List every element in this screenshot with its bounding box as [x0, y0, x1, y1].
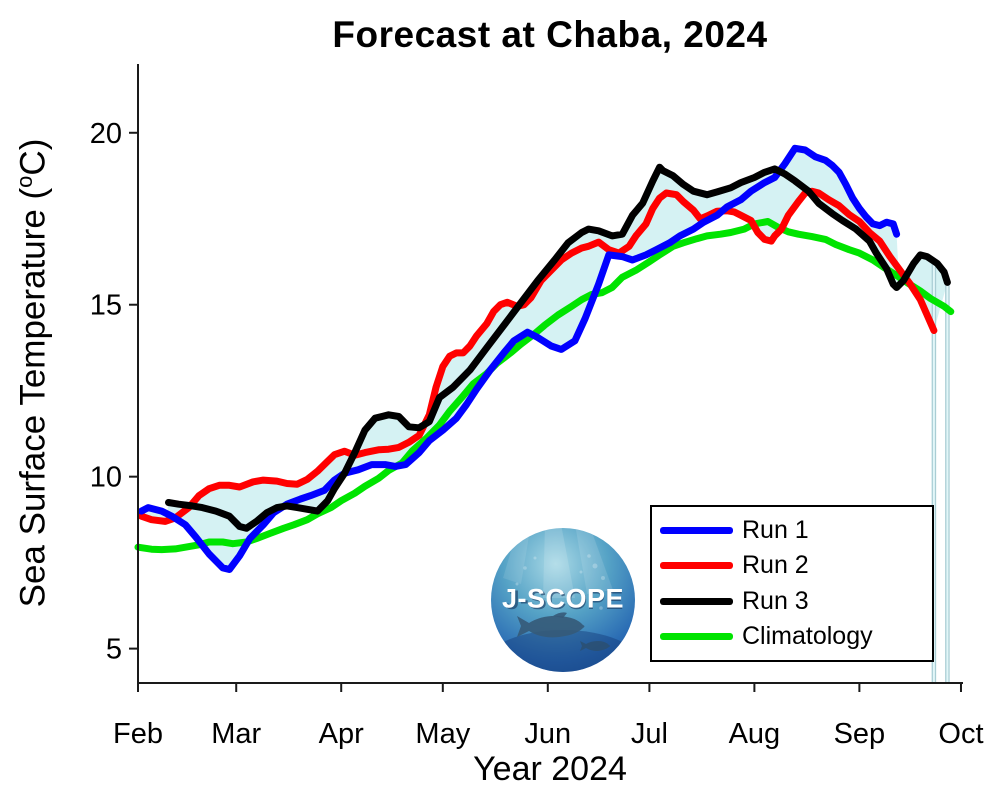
- chart-title: Forecast at Chaba, 2024: [332, 14, 768, 55]
- logo-text: J-SCOPE: [502, 584, 624, 614]
- legend-swatch: [660, 562, 733, 570]
- legend-swatch: [660, 633, 733, 641]
- y-tick-label: 20: [90, 118, 122, 150]
- legend-label: Climatology: [742, 622, 873, 651]
- legend-item-run-1: Run 1: [652, 515, 932, 544]
- logo-bubbles: [515, 554, 614, 610]
- uncertainty-envelope: [141, 148, 948, 570]
- y-axis-label-text: Sea Surface Temperature (: [13, 187, 53, 608]
- y-tick-label: 5: [106, 634, 122, 666]
- run1-line: [137, 144, 901, 573]
- legend-item-run-3: Run 3: [652, 586, 932, 615]
- legend-label: Run 3: [742, 586, 809, 615]
- x-axis-label: Year 2024: [473, 750, 627, 788]
- legend-swatch: [660, 597, 733, 605]
- x-tick-label: Sep: [834, 718, 886, 750]
- x-tick-label: May: [415, 718, 470, 750]
- y-tick-label: 15: [90, 290, 122, 322]
- x-tick-label: Aug: [729, 718, 781, 750]
- legend-label: Run 1: [742, 515, 809, 544]
- y-tick-label: 10: [90, 462, 122, 494]
- x-tick-label: Mar: [211, 718, 261, 750]
- x-tick-label: Feb: [113, 718, 163, 750]
- fish-icon: [517, 612, 610, 651]
- legend: Run 1 Run 2 Run 3 Climatology: [650, 505, 934, 662]
- x-tick-label: Jun: [524, 718, 571, 750]
- x-tick-label: Apr: [319, 718, 364, 750]
- run2-line: [137, 187, 938, 525]
- y-axis-label: Sea Surface Temperature (oC): [12, 0, 60, 753]
- legend-item-run-2: Run 2: [652, 553, 932, 578]
- legend-swatch: [660, 526, 733, 534]
- degree-superscript: o: [12, 175, 37, 188]
- legend-item-climatology: Climatology: [652, 624, 932, 649]
- logo-water-background: [491, 528, 635, 672]
- x-tick-label: Oct: [938, 718, 983, 750]
- logo-text-shadow: J-SCOPE: [505, 585, 624, 615]
- x-tick-label: Jul: [631, 718, 668, 750]
- climatology-line: [134, 218, 955, 554]
- run3-line: [165, 163, 951, 532]
- legend-label: Run 2: [742, 551, 809, 580]
- jscope-logo: J-SCOPE J-SCOPE: [491, 528, 635, 672]
- y-axis-label-unit: C): [13, 138, 53, 176]
- logo-art: J-SCOPE J-SCOPE: [491, 528, 635, 672]
